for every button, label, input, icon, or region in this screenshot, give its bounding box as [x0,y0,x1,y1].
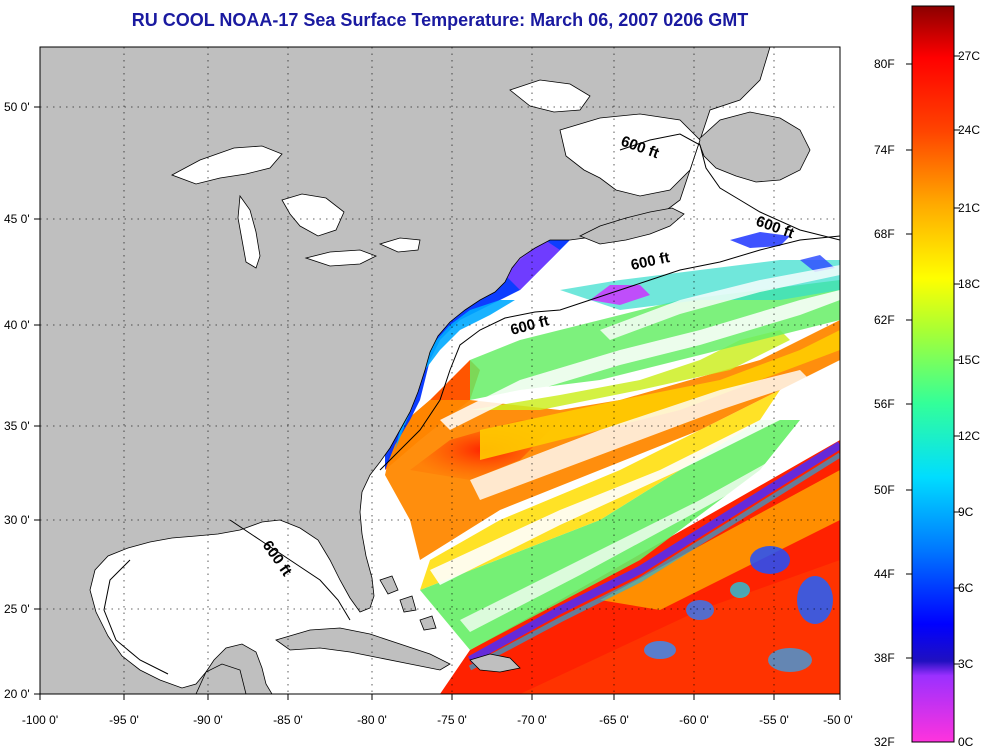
map-frame [39,46,841,695]
contour-600ft [103,133,840,675]
lat-label: 25 0' [4,602,30,616]
map-title: RU COOL NOAA-17 Sea Surface Temperature:… [131,10,749,30]
lon-label: -50 0' [823,713,853,727]
lon-label: -80 0' [357,713,387,727]
lon-label: -55 0' [759,713,789,727]
lon-label: -100 0' [22,713,58,727]
lon-label: -70 0' [517,713,547,727]
lat-label: 30 0' [4,513,30,527]
lat-label: 50 0' [4,100,30,114]
lat-label: 45 0' [4,212,30,226]
lon-label: -75 0' [437,713,467,727]
lon-label: -60 0' [679,713,709,727]
latitude-labels: 20 0' 25 0' 30 0' 35 0' 40 0' 45 0' 50 0… [4,100,30,701]
gulf-st-lawrence [509,79,701,197]
lat-label: 40 0' [4,318,30,332]
sst-swath [385,232,840,694]
lat-label: 20 0' [4,687,30,701]
great-lakes [171,145,421,269]
lon-label: -65 0' [599,713,629,727]
lat-label: 35 0' [4,419,30,433]
lon-label: -90 0' [193,713,223,727]
tick-marks [34,106,841,700]
lon-label: -85 0' [273,713,303,727]
land [40,47,811,694]
lon-label: -95 0' [109,713,139,727]
longitude-labels: -100 0' -95 0' -90 0' -85 0' -80 0' -75 … [22,713,853,727]
